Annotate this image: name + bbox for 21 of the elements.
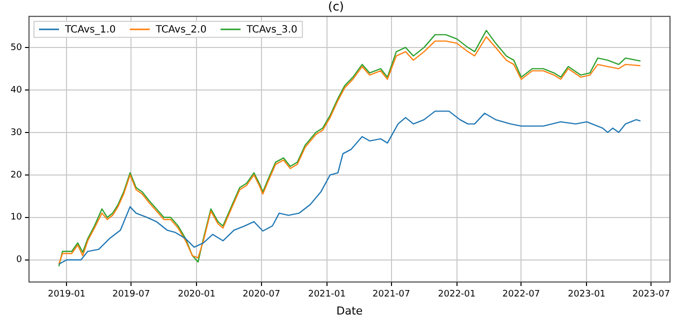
y-tick-label: 40: [10, 85, 22, 96]
y-tick-label: 30: [10, 128, 22, 138]
y-tick-label: 0: [16, 255, 22, 266]
x-tick-label: 2019-07: [112, 290, 150, 300]
x-tick-label: 2021-07: [372, 290, 410, 300]
x-tick-label: 2021-01: [308, 290, 346, 300]
x-tick-label: 2023-07: [632, 290, 670, 300]
x-tick-label: 2020-07: [242, 290, 280, 300]
legend-label: TCAvs_3.0: [246, 24, 298, 36]
legend-label: TCAvs_1.0: [64, 24, 116, 36]
x-tick-label: 2019-01: [48, 290, 86, 300]
x-tick-label: 2022-01: [438, 290, 476, 300]
chart-title: (c): [328, 0, 344, 14]
y-tick-label: 50: [10, 42, 22, 53]
y-tick-label: 10: [10, 212, 22, 223]
x-tick-label: 2020-01: [178, 290, 216, 300]
x-axis-title: Date: [336, 304, 363, 318]
x-tick-label: 2022-07: [502, 290, 540, 300]
x-tick-label: 2023-01: [568, 290, 606, 300]
y-tick-label: 20: [10, 170, 22, 180]
legend-label: TCAvs_2.0: [154, 24, 207, 36]
